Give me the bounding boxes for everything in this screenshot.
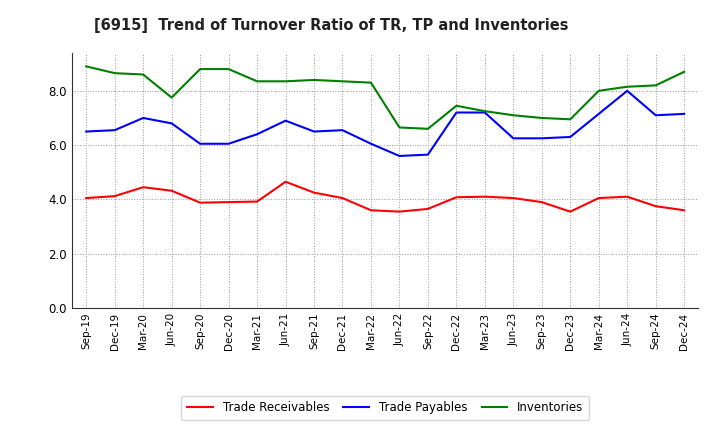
Trade Payables (167, 121, 176, 126)
Trade Receivables (366, 208, 375, 213)
Trade Receivables (82, 195, 91, 201)
Trade Payables (338, 128, 347, 133)
Trade Payables (225, 141, 233, 147)
Inventories (253, 79, 261, 84)
Trade Payables (480, 110, 489, 115)
Inventories (310, 77, 318, 83)
Trade Payables (196, 141, 204, 147)
Trade Receivables (680, 208, 688, 213)
Trade Payables (680, 111, 688, 117)
Inventories (480, 109, 489, 114)
Trade Payables (452, 110, 461, 115)
Trade Payables (395, 153, 404, 158)
Inventories (509, 113, 518, 118)
Inventories (537, 115, 546, 121)
Trade Receivables (282, 179, 290, 184)
Inventories (423, 126, 432, 132)
Inventories (338, 79, 347, 84)
Inventories (110, 70, 119, 76)
Line: Inventories: Inventories (86, 66, 684, 129)
Trade Receivables (652, 204, 660, 209)
Trade Payables (253, 132, 261, 137)
Trade Receivables (480, 194, 489, 199)
Inventories (623, 84, 631, 89)
Trade Receivables (537, 199, 546, 205)
Trade Payables (595, 111, 603, 117)
Trade Receivables (110, 194, 119, 199)
Trade Receivables (196, 200, 204, 205)
Trade Payables (623, 88, 631, 93)
Trade Payables (110, 128, 119, 133)
Trade Payables (366, 141, 375, 147)
Trade Receivables (139, 184, 148, 190)
Inventories (366, 80, 375, 85)
Inventories (196, 66, 204, 72)
Trade Payables (282, 118, 290, 123)
Trade Payables (423, 152, 432, 157)
Inventories (652, 83, 660, 88)
Trade Payables (82, 129, 91, 134)
Trade Receivables (623, 194, 631, 199)
Trade Receivables (338, 195, 347, 201)
Trade Payables (652, 113, 660, 118)
Trade Payables (566, 134, 575, 139)
Line: Trade Payables: Trade Payables (86, 91, 684, 156)
Trade Payables (537, 136, 546, 141)
Legend: Trade Receivables, Trade Payables, Inventories: Trade Receivables, Trade Payables, Inven… (181, 396, 589, 420)
Inventories (395, 125, 404, 130)
Inventories (595, 88, 603, 93)
Trade Receivables (395, 209, 404, 214)
Text: [6915]  Trend of Turnover Ratio of TR, TP and Inventories: [6915] Trend of Turnover Ratio of TR, TP… (94, 18, 568, 33)
Trade Receivables (253, 199, 261, 204)
Inventories (680, 69, 688, 74)
Trade Payables (509, 136, 518, 141)
Inventories (282, 79, 290, 84)
Trade Payables (139, 115, 148, 121)
Inventories (566, 117, 575, 122)
Inventories (225, 66, 233, 72)
Trade Payables (310, 129, 318, 134)
Trade Receivables (167, 188, 176, 193)
Inventories (167, 95, 176, 100)
Trade Receivables (452, 194, 461, 200)
Line: Trade Receivables: Trade Receivables (86, 182, 684, 212)
Trade Receivables (566, 209, 575, 214)
Trade Receivables (595, 195, 603, 201)
Inventories (139, 72, 148, 77)
Trade Receivables (423, 206, 432, 212)
Trade Receivables (310, 190, 318, 195)
Inventories (82, 64, 91, 69)
Trade Receivables (509, 195, 518, 201)
Inventories (452, 103, 461, 108)
Trade Receivables (225, 199, 233, 205)
